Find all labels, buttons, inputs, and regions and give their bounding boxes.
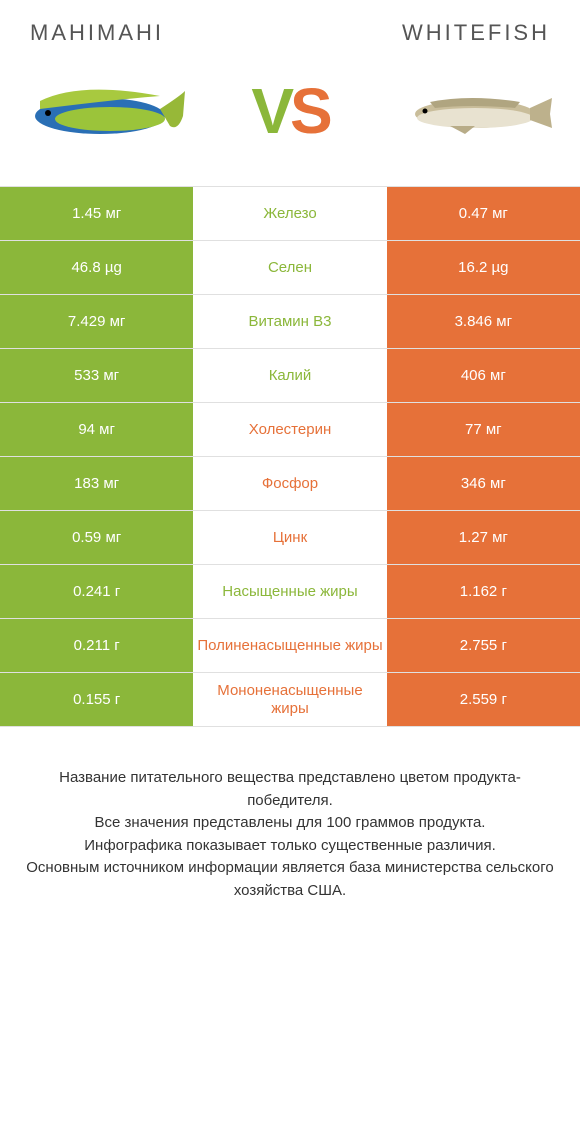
- comparison-infographic: MAHIMAHI WHITEFISH VS: [0, 0, 580, 932]
- table-row: 1.45 мгЖелезо0.47 мг: [0, 187, 580, 241]
- left-fish-image: [20, 66, 190, 156]
- right-value: 2.559 г: [387, 673, 580, 726]
- nutrient-label: Полиненасыщенные жиры: [193, 619, 386, 672]
- right-fish-image: [390, 66, 560, 156]
- nutrient-label: Мононенасыщенные жиры: [193, 673, 386, 726]
- table-row: 533 мгКалий406 мг: [0, 349, 580, 403]
- vs-s: S: [290, 74, 329, 148]
- table-row: 0.59 мгЦинк1.27 мг: [0, 511, 580, 565]
- footer-line-3: Инфографика показывает только существенн…: [20, 835, 560, 858]
- right-value: 346 мг: [387, 457, 580, 510]
- table-row: 0.211 гПолиненасыщенные жиры2.755 г: [0, 619, 580, 673]
- table-row: 7.429 мгВитамин B33.846 мг: [0, 295, 580, 349]
- header-row: MAHIMAHI WHITEFISH: [0, 0, 580, 56]
- images-row: VS: [0, 56, 580, 186]
- left-value: 0.211 г: [0, 619, 193, 672]
- nutrient-label: Железо: [193, 187, 386, 240]
- table-row: 0.155 гМононенасыщенные жиры2.559 г: [0, 673, 580, 727]
- table-row: 183 мгФосфор346 мг: [0, 457, 580, 511]
- left-value: 7.429 мг: [0, 295, 193, 348]
- nutrient-label: Калий: [193, 349, 386, 402]
- left-value: 533 мг: [0, 349, 193, 402]
- left-value: 0.241 г: [0, 565, 193, 618]
- left-product-title: MAHIMAHI: [30, 20, 164, 46]
- footer-notes: Название питательного вещества представл…: [0, 727, 580, 932]
- right-product-title: WHITEFISH: [402, 20, 550, 46]
- footer-line-1: Название питательного вещества представл…: [20, 767, 560, 812]
- comparison-table: 1.45 мгЖелезо0.47 мг46.8 µgСелен16.2 µg7…: [0, 186, 580, 727]
- right-value: 1.162 г: [387, 565, 580, 618]
- nutrient-label: Фосфор: [193, 457, 386, 510]
- table-row: 0.241 гНасыщенные жиры1.162 г: [0, 565, 580, 619]
- right-value: 3.846 мг: [387, 295, 580, 348]
- nutrient-label: Насыщенные жиры: [193, 565, 386, 618]
- left-value: 183 мг: [0, 457, 193, 510]
- left-value: 1.45 мг: [0, 187, 193, 240]
- nutrient-label: Цинк: [193, 511, 386, 564]
- footer-line-2: Все значения представлены для 100 граммо…: [20, 812, 560, 835]
- table-row: 94 мгХолестерин77 мг: [0, 403, 580, 457]
- table-row: 46.8 µgСелен16.2 µg: [0, 241, 580, 295]
- right-value: 406 мг: [387, 349, 580, 402]
- left-value: 94 мг: [0, 403, 193, 456]
- nutrient-label: Витамин B3: [193, 295, 386, 348]
- right-value: 0.47 мг: [387, 187, 580, 240]
- left-value: 0.59 мг: [0, 511, 193, 564]
- vs-v: V: [251, 74, 290, 148]
- nutrient-label: Селен: [193, 241, 386, 294]
- nutrient-label: Холестерин: [193, 403, 386, 456]
- footer-line-4: Основным источником информации является …: [20, 857, 560, 902]
- right-value: 77 мг: [387, 403, 580, 456]
- right-value: 16.2 µg: [387, 241, 580, 294]
- vs-label: VS: [251, 74, 328, 148]
- left-value: 0.155 г: [0, 673, 193, 726]
- left-value: 46.8 µg: [0, 241, 193, 294]
- right-value: 1.27 мг: [387, 511, 580, 564]
- right-value: 2.755 г: [387, 619, 580, 672]
